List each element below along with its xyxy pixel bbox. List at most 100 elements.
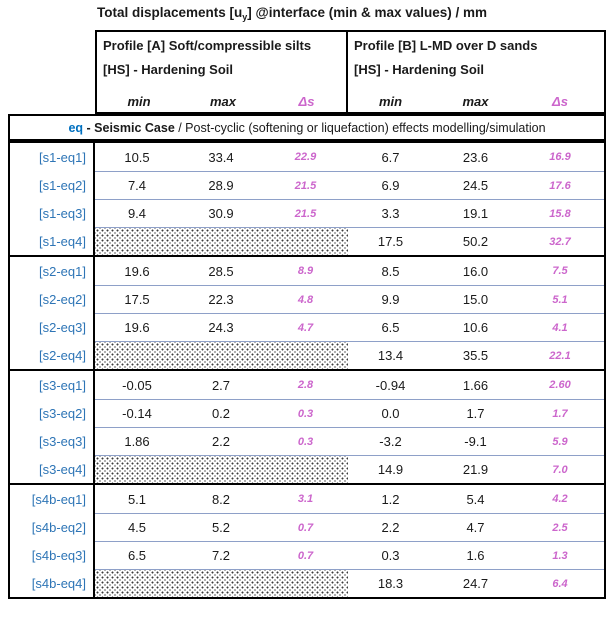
scenario-group: [s4b-eq1] 5.1 8.2 3.1 1.2 5.4 4.2 [s4b-eq2] 4.5 5… (8, 483, 606, 599)
profile-b-delta-value: 1.7 (552, 407, 568, 420)
profile-a-value: -0.14 (122, 406, 152, 421)
profile-b-model: [HS] - Hardening Soil (354, 62, 484, 77)
min-column-header: min (127, 94, 151, 109)
table-row: [s2-eq3] 19.6 24.3 4.7 6.5 10.6 4.1 (10, 313, 604, 341)
profile-a-model: [HS] - Hardening Soil (103, 62, 233, 77)
profile-b-value: 10.6 (462, 320, 489, 335)
row-label: [s1-eq1] (10, 143, 95, 171)
row-values: -0.05 2.7 2.8 -0.94 1.66 2.60 (95, 371, 604, 399)
profile-a-value: 6.5 (127, 548, 147, 563)
profile-b-value: 24.7 (462, 576, 489, 591)
profile-b-value: 17.5 (377, 234, 404, 249)
profiles-header: Profile [A] Soft/compressible silts [HS]… (95, 30, 606, 114)
row-label: [s1-eq3] (10, 199, 95, 227)
row-values: 19.6 28.5 8.9 8.5 16.0 7.5 (95, 257, 604, 285)
table-row: [s4b-eq1] 5.1 8.2 3.1 1.2 5.4 4.2 (10, 485, 604, 513)
row-values: 7.4 28.9 21.5 6.9 24.5 17.6 (95, 171, 604, 199)
table-row: [s3-eq1] -0.05 2.7 2.8 -0.94 1.66 2.60 (10, 371, 604, 399)
profile-b-delta-value: 1.3 (552, 549, 568, 562)
profile-a-delta-value: 0.3 (297, 407, 314, 420)
profile-a-value: 19.6 (124, 263, 150, 279)
profile-b-header: Profile [B] L-MD over D sands [HS] - Har… (348, 32, 604, 112)
profile-a-delta-value: 0.3 (297, 435, 314, 448)
profile-a-value: 10.5 (124, 149, 150, 165)
seismic-case-section-header: eq - Seismic Case / Post-cyclic (softeni… (8, 114, 606, 141)
row-label: [s4b-eq1] (10, 485, 95, 513)
row-values: 10.5 33.4 22.9 6.7 23.6 16.9 (95, 143, 604, 171)
profile-b-value: 0.0 (381, 406, 400, 421)
profile-b-value: 6.7 (381, 149, 400, 165)
scenario-group: [s3-eq1] -0.05 2.7 2.8 -0.94 1.66 2.60 [s3-eq2]… (8, 369, 606, 485)
table-row: [s2-eq4] 13.4 35.5 22.1 (10, 341, 604, 369)
profile-b-value: 6.5 (381, 320, 400, 335)
profile-b-delta-value: 17.6 (549, 179, 571, 192)
profile-a-delta-value: 8.9 (297, 265, 314, 277)
profile-a-value: 1.86 (124, 434, 150, 449)
table-row: [s1-eq3] 9.4 30.9 21.5 3.3 19.1 15.8 (10, 199, 604, 227)
row-values: 13.4 35.5 22.1 (95, 341, 604, 369)
table-row: [s2-eq2] 17.5 22.3 4.8 9.9 15.0 5.1 (10, 285, 604, 313)
profile-a-name: Profile [A] Soft/compressible silts (103, 38, 312, 53)
table-body: [s1-eq1] 10.5 33.4 22.9 6.7 23.6 16.9 [s1-eq2] 7… (8, 141, 606, 599)
profile-b-value: 35.5 (462, 348, 489, 363)
table-title: Total displacements [uy] @interface (min… (97, 5, 487, 22)
profile-a-value: 22.3 (208, 292, 234, 307)
table-row: [s3-eq3] 1.86 2.2 0.3 -3.2 -9.1 5.9 (10, 427, 604, 455)
profile-a-value: 7.4 (127, 178, 147, 193)
title-suffix: ] @interface (min & max values) / mm (247, 5, 488, 20)
seismic-case-label: - Seismic Case (83, 120, 175, 135)
row-values: 5.1 8.2 3.1 1.2 5.4 4.2 (95, 485, 604, 513)
row-label: [s2-eq3] (10, 313, 95, 341)
profile-b-delta-value: 4.2 (552, 493, 568, 505)
profile-b-delta-value: 7.5 (552, 265, 568, 277)
section-description: / Post-cyclic (softening or liquefaction… (174, 120, 546, 135)
profile-a-value: 7.2 (211, 548, 231, 563)
row-label: [s4b-eq4] (10, 569, 95, 597)
row-label: [s1-eq4] (10, 227, 95, 255)
row-values: 17.5 22.3 4.8 9.9 15.0 5.1 (95, 285, 604, 313)
table-row: [s4b-eq2] 4.5 5.2 0.7 2.2 4.7 2.5 (10, 513, 604, 541)
profile-b-value: 1.6 (466, 548, 485, 563)
profile-b-delta-value: 4.1 (552, 321, 568, 334)
hatched-no-data-cell (95, 456, 348, 483)
profile-a-value: 2.7 (211, 377, 231, 393)
profile-b-value: 5.4 (466, 491, 485, 507)
profile-a-value: 28.9 (208, 178, 234, 193)
profile-a-value: 2.2 (211, 434, 231, 449)
profile-b-value: 24.5 (462, 178, 489, 193)
profile-b-value: 1.2 (381, 491, 400, 507)
profile-b-name: Profile [B] L-MD over D sands (354, 38, 538, 53)
hatched-no-data-cell (95, 228, 348, 255)
profile-b-delta-value: 16.9 (549, 151, 571, 163)
profile-a-delta-value: 2.8 (297, 379, 314, 391)
profile-b-value: 6.9 (381, 178, 400, 193)
profile-b-value: 1.7 (466, 406, 485, 421)
table-row: [s3-eq2] -0.14 0.2 0.3 0.0 1.7 1.7 (10, 399, 604, 427)
row-label: [s3-eq3] (10, 427, 95, 455)
hatched-no-data-cell (95, 342, 348, 369)
profile-b-delta-value: 2.5 (552, 521, 568, 534)
profile-b-delta-value: 5.9 (552, 435, 568, 448)
row-values: 4.5 5.2 0.7 2.2 4.7 2.5 (95, 513, 604, 541)
profile-b-column-headers: min max Δs (348, 94, 604, 109)
row-label: [s2-eq2] (10, 285, 95, 313)
scenario-group: [s1-eq1] 10.5 33.4 22.9 6.7 23.6 16.9 [s1-eq2] 7… (8, 141, 606, 257)
profile-a-header: Profile [A] Soft/compressible silts [HS]… (97, 32, 348, 112)
profile-b-value: 3.3 (381, 206, 400, 221)
table-row: [s4b-eq4] 18.3 24.7 6.4 (10, 569, 604, 597)
profile-a-value: 30.9 (208, 206, 234, 221)
min-column-header: min (378, 94, 403, 109)
row-values: 17.5 50.2 32.7 (95, 227, 604, 255)
profile-b-value: 0.3 (381, 548, 400, 563)
profile-a-delta-value: 21.5 (294, 179, 317, 192)
profile-a-value: 19.6 (124, 320, 150, 335)
profile-b-value: -3.2 (379, 434, 402, 449)
profile-b-delta-value: 6.4 (552, 577, 568, 590)
profile-b-delta-value: 5.1 (552, 293, 568, 306)
profile-b-value: 14.9 (377, 462, 404, 477)
table-row: [s1-eq2] 7.4 28.9 21.5 6.9 24.5 17.6 (10, 171, 604, 199)
table-row: [s4b-eq3] 6.5 7.2 0.7 0.3 1.6 1.3 (10, 541, 604, 569)
row-values: 6.5 7.2 0.7 0.3 1.6 1.3 (95, 541, 604, 569)
profile-b-value: 1.66 (462, 377, 489, 393)
max-column-header: max (462, 94, 489, 109)
